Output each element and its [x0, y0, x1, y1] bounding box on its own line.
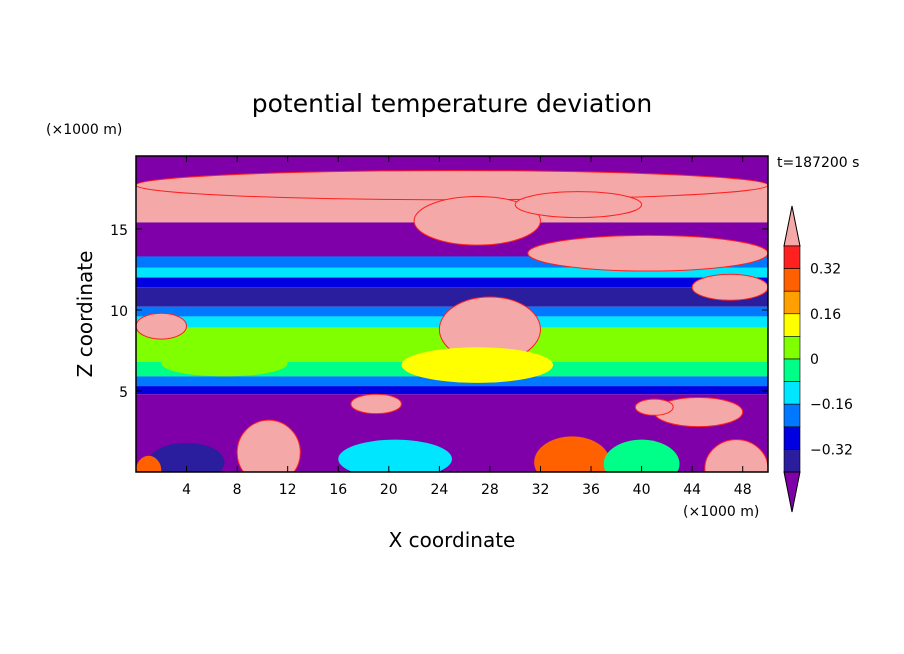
x-tick-label-9: 40 — [633, 482, 651, 498]
contour-blob-2 — [527, 234, 768, 272]
contour-blob-9 — [236, 419, 301, 472]
contour-blob-12 — [338, 439, 452, 472]
contour-blob-7 — [401, 347, 554, 383]
x-tick-label-2: 12 — [279, 482, 297, 498]
colorbar-label-1: 0.16 — [810, 307, 841, 323]
colorbar-label-3: −0.16 — [810, 397, 853, 413]
x-tick-label-1: 8 — [233, 482, 242, 498]
contour-blob-19 — [691, 273, 768, 301]
y-tick-label-1: 10 — [110, 304, 128, 320]
colorbar-swatch-8 — [783, 426, 801, 450]
x-unit-label: (×1000 m) — [683, 504, 759, 520]
x-axis-label: X coordinate — [389, 528, 516, 552]
contour-band-4 — [136, 267, 768, 278]
contour-blob-18 — [634, 398, 674, 416]
x-tick-label-10: 44 — [683, 482, 701, 498]
y-axis-label: Z coordinate — [73, 251, 97, 378]
y-axis: 5 10 15 — [110, 223, 768, 401]
contour-band-5 — [136, 277, 768, 288]
x-tick-label-5: 24 — [430, 482, 448, 498]
contour-blob-1 — [413, 196, 541, 246]
x-tick-label-6: 28 — [481, 482, 499, 498]
contour-blob-6 — [136, 312, 188, 340]
x-tick-label-7: 32 — [532, 482, 550, 498]
x-axis: 4 8 12 16 20 24 28 32 36 40 44 48 — [182, 156, 752, 498]
contour-band-12 — [136, 386, 768, 395]
x-tick-label-0: 4 — [182, 482, 191, 498]
chart-title: potential temperature deviation — [252, 89, 652, 118]
colorbar-swatch-0 — [783, 245, 801, 269]
contour-blob-17 — [350, 393, 402, 415]
colorbar-swatch-4 — [783, 336, 801, 360]
colorbar-swatch-9 — [783, 449, 801, 473]
colorbar-swatch-6 — [783, 381, 801, 405]
y-unit-label: (×1000 m) — [46, 122, 122, 138]
colorbar-top-arrow — [783, 205, 801, 247]
plot-area — [136, 156, 768, 472]
colorbar-bottom-arrow — [783, 471, 801, 513]
colorbar-label-4: −0.32 — [810, 442, 853, 458]
contour-blob-0 — [136, 170, 768, 201]
x-tick-label-4: 20 — [380, 482, 398, 498]
contour-blob-4 — [199, 232, 313, 252]
contour-blob-5 — [514, 191, 643, 219]
x-tick-label-11: 48 — [734, 482, 752, 498]
colorbar-label-2: 0 — [810, 352, 819, 368]
colorbar-swatch-2 — [783, 290, 801, 315]
y-tick-label-2: 15 — [110, 223, 128, 239]
y-tick-label-0: 5 — [119, 385, 128, 401]
colorbar-swatch-3 — [783, 313, 801, 337]
contour-blob-14 — [603, 439, 680, 472]
colorbar-label-0: 0.32 — [810, 262, 841, 278]
colorbar-swatch-5 — [783, 358, 801, 382]
contour-band-6 — [136, 287, 768, 307]
colorbar-swatch-7 — [783, 403, 801, 428]
contour-blob-13 — [148, 442, 225, 472]
time-label: t=187200 s — [777, 155, 859, 171]
contour-band-3 — [136, 256, 768, 268]
contour-blob-8 — [161, 350, 288, 377]
contour-blob-15 — [136, 455, 162, 472]
colorbar-swatch-1 — [783, 268, 801, 292]
contour-blob-10 — [534, 436, 610, 472]
contour-blob-11 — [704, 439, 768, 472]
plot-frame — [135, 155, 769, 473]
x-tick-label-8: 36 — [582, 482, 600, 498]
colorbar: 0.32 0.16 0 −0.16 −0.32 — [783, 205, 853, 513]
x-tick-label-3: 16 — [329, 482, 347, 498]
